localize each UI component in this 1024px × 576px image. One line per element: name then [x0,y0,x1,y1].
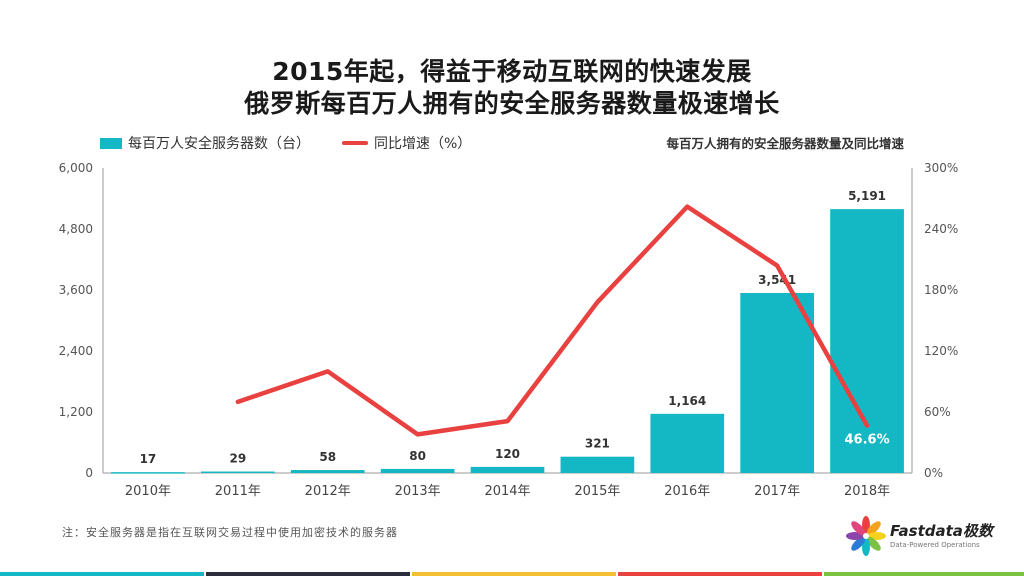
chart-title-line2: 俄罗斯每百万人拥有的安全服务器数量极速增长 [244,89,780,118]
bar [560,456,635,473]
y-right-tick-label: 300% [924,161,958,175]
x-tick-label: 2014年 [484,484,530,499]
footer-stripe [412,572,616,576]
y-left-tick-label: 1,200 [59,405,93,419]
fastdata-logo: Fastdata极数 Data-Powered Operations [846,514,993,558]
y-left-tick-label: 6,000 [59,161,93,175]
x-tick-label: 2012年 [305,484,351,499]
bar-value-label: 1,164 [668,394,706,408]
bar [200,471,275,474]
chart-subtitle: 每百万人拥有的安全服务器数量及同比增速 [666,136,904,151]
x-tick-label: 2016年 [664,484,710,499]
bar-value-label: 58 [319,450,336,464]
footer-stripe [618,572,822,576]
bar-value-label: 17 [140,452,157,466]
bar [830,209,904,474]
x-tick-label: 2017年 [754,484,800,499]
x-tick-label: 2015年 [574,484,620,499]
bar [380,468,455,473]
y-right-tick-label: 120% [924,344,958,358]
bar [650,413,725,473]
bar-value-label: 321 [585,437,610,451]
bar-value-label: 5,191 [848,189,886,203]
bar-value-label: 120 [495,447,520,461]
chart-title-line1: 2015年起，得益于移动互联网的快速发展 [272,57,752,86]
x-tick-label: 2018年 [844,484,890,499]
legend-bar-label: 每百万人安全服务器数（台） [128,136,310,152]
growth-annotation-label: 46.6% [845,433,890,448]
y-right-tick-label: 60% [924,405,951,419]
bar [470,466,545,473]
logo-tagline: Data-Powered Operations [890,541,980,549]
legend: 每百万人安全服务器数（台） 同比增速（%） [100,133,471,153]
x-tick-label: 2011年 [215,484,261,499]
footer-stripe [0,572,204,576]
legend-line-swatch [342,141,368,145]
footer-stripe [824,572,1024,576]
y-right-tick-label: 0% [924,466,943,480]
y-right-tick-label: 240% [924,222,958,236]
bar-value-label: 29 [229,452,246,466]
growth-rate-line [235,204,870,437]
footnote: 注：安全服务器是指在互联网交易过程中使用加密技术的服务器 [62,526,398,539]
x-tick-label: 2010年 [125,484,171,499]
bar [740,292,815,473]
bar [290,470,365,473]
y-left-tick-label: 4,800 [59,222,93,236]
legend-bar-swatch [100,137,122,149]
logo-brand: Fastdata极数 [890,522,993,540]
bar [111,472,185,474]
x-tick-label: 2013年 [395,484,441,499]
y-left-tick-label: 3,600 [59,283,93,297]
legend-line-label: 同比增速（%） [374,136,472,152]
bar-value-label: 80 [409,449,426,463]
flower-logo-icon [846,516,886,556]
y-right-tick-label: 180% [924,283,958,297]
y-left-tick-label: 2,400 [59,344,93,358]
footer-stripe [206,572,410,576]
y-left-tick-label: 0 [85,466,93,480]
